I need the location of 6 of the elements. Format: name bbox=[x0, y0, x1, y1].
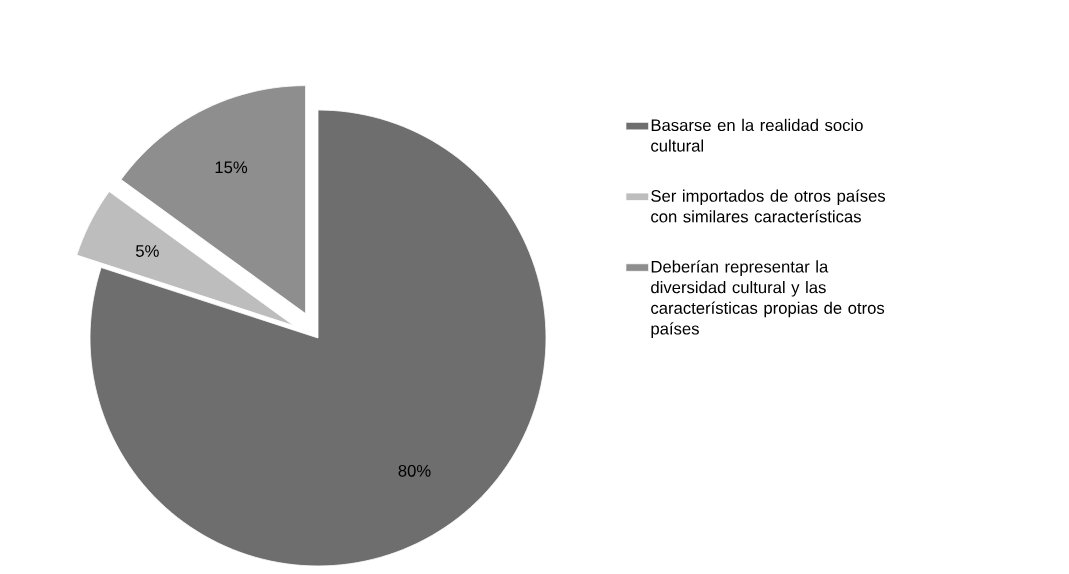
data-label: 5% bbox=[135, 245, 159, 257]
legend-label: Ser importados de otros países con similares características bbox=[651, 189, 886, 223]
legend-label: Basarse en la realidad socio cultural bbox=[651, 118, 863, 152]
legend-label: Deberían representar la diversidad cultural y las características propias de otros países bbox=[651, 260, 885, 338]
data-label: 15% bbox=[215, 161, 248, 174]
data-label: 80% bbox=[398, 464, 431, 477]
